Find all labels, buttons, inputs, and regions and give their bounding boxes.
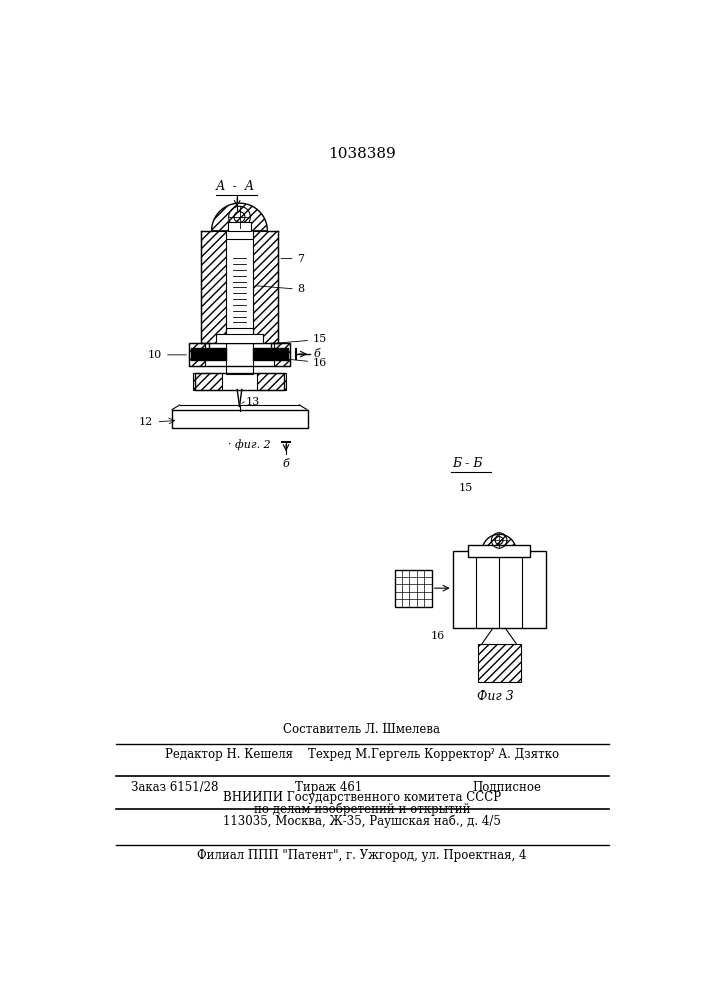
Bar — [216, 334, 263, 343]
Text: 8: 8 — [255, 284, 305, 294]
Text: Редактор Н. Кешеля    Техред М.Гергель Корректорˀ А. Дзятко: Редактор Н. Кешеля Техред М.Гергель Корр… — [165, 748, 559, 761]
Bar — [228, 222, 251, 231]
Text: Б - Б: Б - Б — [452, 457, 483, 470]
Text: 13: 13 — [246, 397, 260, 407]
Text: Подписное: Подписное — [472, 781, 542, 794]
Text: Составитель Л. Шмелева: Составитель Л. Шмелева — [284, 723, 440, 736]
Text: 7: 7 — [281, 254, 305, 264]
Bar — [201, 231, 226, 343]
Bar — [478, 644, 521, 682]
Text: 16: 16 — [431, 631, 445, 641]
Bar — [252, 231, 279, 343]
Polygon shape — [211, 203, 267, 231]
Bar — [257, 373, 286, 389]
Bar — [194, 373, 284, 389]
Text: по делам изобретений и открытий: по делам изобретений и открытий — [254, 803, 470, 816]
Text: б: б — [313, 349, 320, 359]
Bar — [274, 343, 290, 366]
Text: Фиг 3: Фиг 3 — [477, 690, 513, 703]
Text: А  -  А: А - А — [216, 180, 255, 193]
Text: · фиг. 2: · фиг. 2 — [228, 440, 271, 450]
Text: 1038389: 1038389 — [328, 147, 396, 161]
Text: б: б — [283, 459, 289, 469]
Bar — [193, 373, 223, 389]
Text: 12: 12 — [139, 417, 153, 427]
Bar — [189, 343, 290, 366]
Bar — [226, 239, 252, 339]
Bar — [252, 348, 288, 360]
Bar — [452, 551, 546, 628]
Text: Филиал ППП "Патент", г. Ужгород, ул. Проектная, 4: Филиал ППП "Патент", г. Ужгород, ул. Про… — [197, 849, 527, 862]
Bar — [189, 343, 204, 366]
Text: Тираж 461: Тираж 461 — [295, 781, 362, 794]
Text: Заказ 6151/28: Заказ 6151/28 — [131, 781, 218, 794]
Bar — [226, 328, 252, 374]
Polygon shape — [482, 534, 516, 551]
Text: 16: 16 — [255, 356, 327, 368]
Text: 113035, Москва, Ж-35, Раушская наб., д. 4/5: 113035, Москва, Ж-35, Раушская наб., д. … — [223, 815, 501, 828]
Bar — [191, 348, 226, 360]
Text: 10: 10 — [148, 350, 187, 360]
Text: ВНИИПИ Государственного комитета СССР: ВНИИПИ Государственного комитета СССР — [223, 791, 501, 804]
Bar — [468, 545, 530, 557]
Text: 15: 15 — [459, 483, 473, 493]
Text: 15: 15 — [277, 334, 327, 344]
Bar — [172, 410, 308, 428]
Bar — [395, 570, 432, 607]
